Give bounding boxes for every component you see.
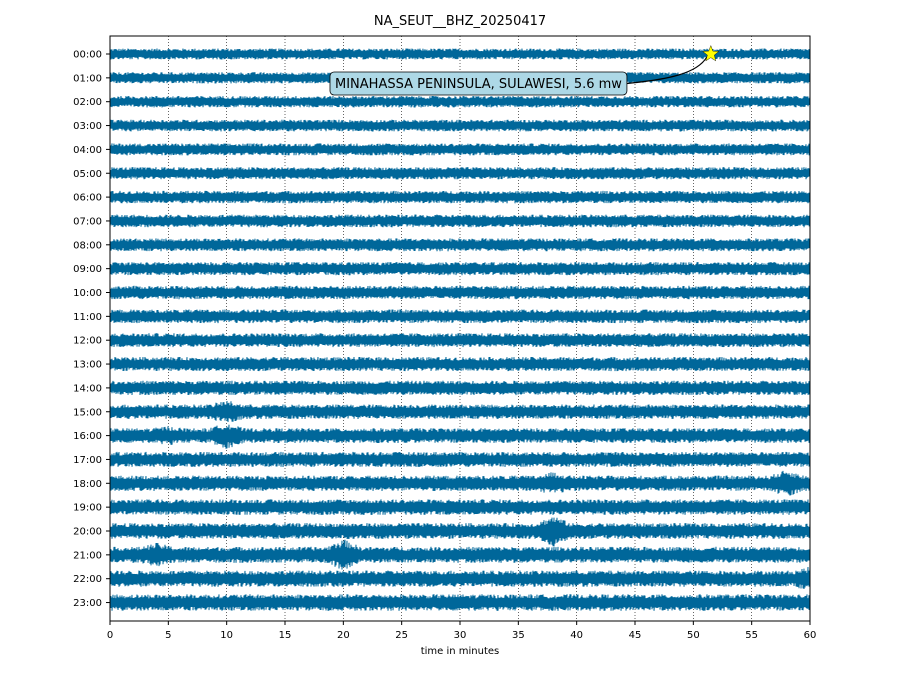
hour-label: 23:00 bbox=[73, 598, 102, 609]
trace-row-20:00 bbox=[109, 517, 811, 547]
hour-label: 15:00 bbox=[73, 407, 102, 418]
trace-row-12:00 bbox=[109, 333, 811, 348]
hour-label: 18:00 bbox=[73, 479, 102, 490]
hour-label: 14:00 bbox=[73, 383, 102, 394]
trace-row-09:00 bbox=[109, 262, 811, 276]
hour-label: 08:00 bbox=[73, 240, 102, 251]
event-annotation: MINAHASSA PENINSULA, SULAWESI, 5.6 mw bbox=[329, 44, 720, 96]
trace-row-19:00 bbox=[109, 499, 811, 515]
hour-label: 02:00 bbox=[73, 97, 102, 108]
trace-row-17:00 bbox=[109, 451, 811, 468]
trace-row-11:00 bbox=[109, 309, 811, 324]
hour-label: 03:00 bbox=[73, 121, 102, 132]
annotation-label: MINAHASSA PENINSULA, SULAWESI, 5.6 mw bbox=[335, 77, 622, 92]
x-tick-label-5: 5 bbox=[165, 630, 171, 641]
x-tick-label-25: 25 bbox=[395, 630, 408, 641]
hour-label: 04:00 bbox=[73, 145, 102, 156]
x-tick-label-10: 10 bbox=[220, 630, 233, 641]
x-tick-label-45: 45 bbox=[629, 630, 642, 641]
x-tick-label-60: 60 bbox=[804, 630, 817, 641]
trace-row-14:00 bbox=[109, 380, 811, 396]
annotation-box bbox=[329, 71, 628, 96]
x-tick-label-15: 15 bbox=[279, 630, 292, 641]
trace-row-23:00 bbox=[109, 594, 811, 611]
seismic-traces bbox=[109, 48, 811, 611]
trace-row-05:00 bbox=[109, 167, 811, 180]
hour-label: 20:00 bbox=[73, 527, 102, 538]
trace-row-06:00 bbox=[109, 190, 811, 204]
hour-label: 07:00 bbox=[73, 216, 102, 227]
trace-row-15:00 bbox=[109, 400, 811, 423]
hour-label: 05:00 bbox=[73, 169, 102, 180]
hour-label: 01:00 bbox=[73, 73, 102, 84]
trace-row-00:00 bbox=[109, 48, 811, 60]
hour-label: 13:00 bbox=[73, 360, 102, 371]
trace-row-13:00 bbox=[109, 356, 811, 372]
trace-row-10:00 bbox=[109, 285, 811, 300]
hour-label: 21:00 bbox=[73, 550, 102, 561]
hour-label: 09:00 bbox=[73, 264, 102, 275]
chart-title: NA_SEUT__BHZ_20250417 bbox=[374, 14, 546, 29]
x-axis-ticks: 0 5 10 15 20 25 30 35 40 45 50 55 60 bbox=[107, 621, 817, 641]
x-tick-label-55: 55 bbox=[745, 630, 758, 641]
hour-label: 22:00 bbox=[73, 574, 102, 585]
trace-row-08:00 bbox=[109, 238, 811, 252]
star-icon bbox=[702, 44, 720, 62]
trace-row-07:00 bbox=[109, 214, 811, 228]
trace-row-18:00 bbox=[109, 470, 811, 496]
x-tick-label-30: 30 bbox=[454, 630, 467, 641]
hour-label: 11:00 bbox=[73, 312, 102, 323]
trace-row-16:00 bbox=[109, 424, 811, 449]
x-tick-label-50: 50 bbox=[687, 630, 700, 641]
trace-row-22:00 bbox=[109, 566, 811, 590]
hour-label: 10:00 bbox=[73, 288, 102, 299]
hour-label: 16:00 bbox=[73, 431, 102, 442]
hour-labels: 00:00 01:00 02:00 03:00 04:00 05:00 06:00 07:00… bbox=[73, 50, 110, 609]
annotation-arrow bbox=[626, 56, 708, 85]
hour-label: 19:00 bbox=[73, 503, 102, 514]
x-tick-label-35: 35 bbox=[512, 630, 525, 641]
x-tick-label-40: 40 bbox=[570, 630, 583, 641]
trace-row-02:00 bbox=[109, 95, 811, 108]
hour-label: 17:00 bbox=[73, 455, 102, 466]
trace-row-04:00 bbox=[109, 143, 811, 156]
hour-label: 06:00 bbox=[73, 193, 102, 204]
hour-label: 00:00 bbox=[73, 50, 102, 61]
trace-row-21:00 bbox=[109, 539, 811, 570]
hour-label: 12:00 bbox=[73, 336, 102, 347]
x-tick-label-20: 20 bbox=[337, 630, 350, 641]
trace-row-03:00 bbox=[109, 119, 811, 132]
x-tick-label-0: 0 bbox=[107, 630, 113, 641]
x-axis-label: time in minutes bbox=[421, 646, 500, 657]
